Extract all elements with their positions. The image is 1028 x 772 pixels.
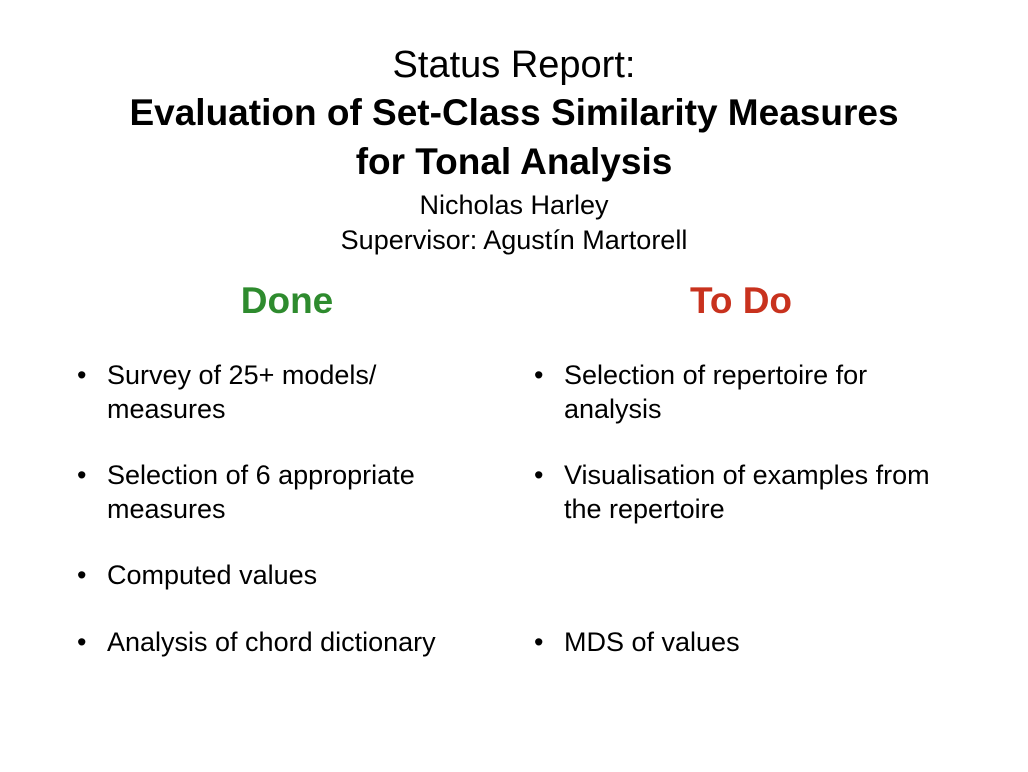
done-item-selection-line1: Selection of 6 appropriate xyxy=(107,460,415,490)
bullet-icon: • xyxy=(77,360,87,390)
todo-item-mds: • MDS of values xyxy=(534,625,740,659)
done-item-survey-line2: measures xyxy=(107,394,226,424)
supervisor-name: Supervisor: Agustín Martorell xyxy=(340,225,688,255)
author-name: Nicholas Harley xyxy=(419,190,609,220)
done-item-survey: • Survey of 25+ models/ measures xyxy=(77,358,376,426)
slide-title-line-1: Evaluation of Set-Class Similarity Measu… xyxy=(129,92,899,133)
status-report-label: Status Report: xyxy=(392,44,636,86)
bullet-icon: • xyxy=(534,627,544,657)
done-item-analysis: • Analysis of chord dictionary xyxy=(77,625,436,659)
bullet-icon: • xyxy=(534,460,544,490)
done-item-selection-line2: measures xyxy=(107,494,226,524)
slide-title-line-2: for Tonal Analysis xyxy=(355,141,673,182)
todo-item-repertoire-line1: Selection of repertoire for xyxy=(564,360,868,390)
todo-item-repertoire-line2: analysis xyxy=(564,394,662,424)
done-item-analysis-line1: Analysis of chord dictionary xyxy=(107,627,436,657)
done-item-survey-line1: Survey of 25+ models/ xyxy=(107,360,377,390)
bullet-icon: • xyxy=(77,460,87,490)
bullet-icon: • xyxy=(534,360,544,390)
bullet-icon: • xyxy=(77,560,87,590)
todo-item-visualisation-line1: Visualisation of examples from xyxy=(564,460,930,490)
todo-item-visualisation: • Visualisation of examples from the rep… xyxy=(534,458,930,526)
done-item-computed: • Computed values xyxy=(77,558,317,592)
todo-item-repertoire: • Selection of repertoire for analysis xyxy=(534,358,867,426)
todo-item-visualisation-line2: the repertoire xyxy=(564,494,725,524)
bullet-icon: • xyxy=(77,627,87,657)
todo-heading: To Do xyxy=(689,280,793,321)
done-item-computed-line1: Computed values xyxy=(107,560,318,590)
done-heading: Done xyxy=(240,280,334,321)
slide-header: Status Report: Evaluation of Set-Class S… xyxy=(0,42,1028,258)
done-item-selection: • Selection of 6 appropriate measures xyxy=(77,458,415,526)
todo-item-mds-line1: MDS of values xyxy=(564,627,740,657)
